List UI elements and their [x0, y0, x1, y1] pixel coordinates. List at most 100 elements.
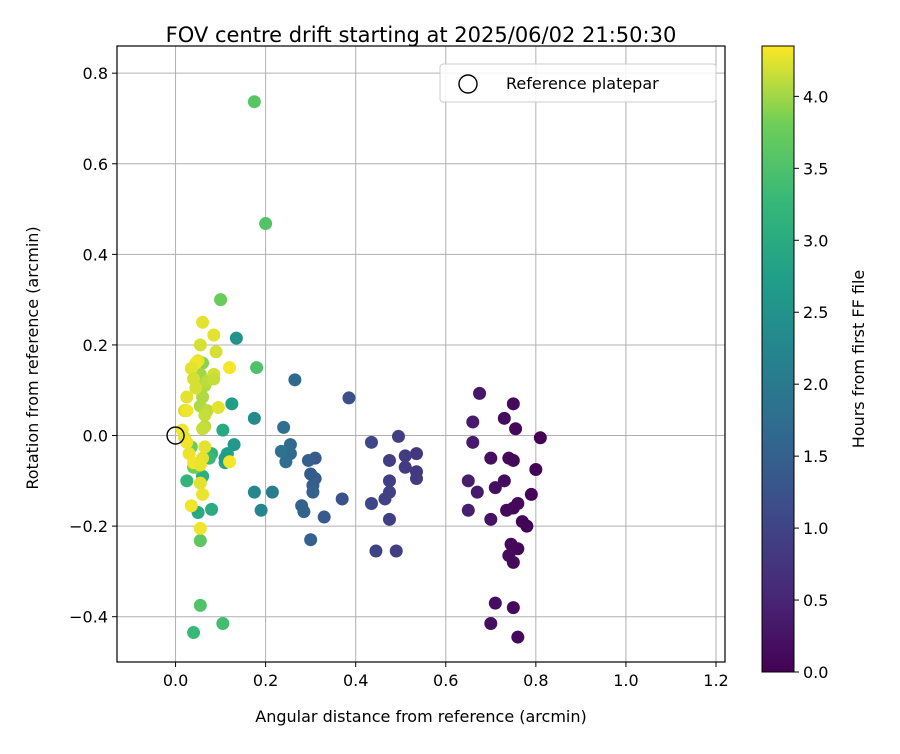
data-point: [274, 444, 288, 458]
x-tick-label: 0.6: [433, 671, 458, 690]
data-point: [461, 474, 475, 488]
data-point: [254, 503, 268, 517]
data-point: [247, 485, 261, 499]
legend-marker-icon: [458, 74, 478, 94]
data-point: [283, 438, 297, 452]
x-tick-label: 0.8: [523, 671, 548, 690]
colorbar: [761, 45, 795, 673]
data-point: [207, 372, 221, 386]
y-tick-label: 0.4: [83, 245, 108, 264]
y-tick-label: −0.4: [69, 608, 108, 627]
colorbar-tick-label: 1.5: [803, 447, 828, 466]
x-axis-label: Angular distance from reference (arcmin): [255, 707, 586, 726]
data-point: [193, 598, 207, 612]
data-point: [198, 408, 212, 422]
data-point: [506, 397, 520, 411]
data-point: [184, 361, 198, 375]
data-point: [223, 361, 237, 375]
data-point: [369, 544, 383, 558]
legend-box: [439, 63, 717, 103]
data-point: [180, 474, 194, 488]
colorbar-tick-label: 2.5: [803, 303, 828, 322]
data-point: [304, 533, 318, 547]
colorbar-tick-label: 4.0: [803, 87, 828, 106]
data-point: [488, 481, 502, 495]
data-point: [484, 451, 498, 465]
data-point: [391, 429, 405, 443]
y-tick-label: 0.0: [83, 427, 108, 446]
data-point: [214, 293, 228, 307]
data-point: [364, 496, 378, 510]
data-point: [398, 449, 412, 463]
legend: Reference platepar: [439, 63, 717, 103]
data-point: [184, 499, 198, 513]
data-point: [533, 431, 547, 445]
data-point: [198, 440, 212, 454]
y-tick-label: 0.8: [83, 64, 108, 83]
data-point: [398, 460, 412, 474]
data-point: [211, 400, 225, 414]
data-point: [227, 438, 241, 452]
data-point: [196, 422, 210, 436]
data-point: [506, 601, 520, 615]
data-point: [216, 617, 230, 630]
data-point: [180, 404, 194, 418]
y-tick-label: 0.2: [83, 336, 108, 355]
data-point: [297, 505, 311, 519]
data-point: [511, 630, 525, 644]
data-points: [175, 95, 547, 644]
data-point: [484, 512, 498, 526]
data-point: [216, 423, 230, 437]
data-point: [364, 435, 378, 449]
data-point: [497, 411, 511, 425]
data-point: [277, 420, 291, 434]
y-tick-label: 0.6: [83, 155, 108, 174]
data-point: [389, 544, 403, 558]
data-point: [193, 338, 207, 352]
x-tick-label: 0.2: [253, 671, 278, 690]
y-axis-ticks: −0.4 −0.2 0.0 0.2 0.4 0.6 0.8: [69, 64, 117, 627]
data-point: [193, 534, 207, 548]
y-tick-label: −0.2: [69, 517, 108, 536]
data-point: [506, 453, 520, 467]
colorbar-tick-label: 1.0: [803, 519, 828, 538]
data-point: [382, 512, 396, 526]
x-tick-label: 0.0: [163, 671, 188, 690]
data-point: [470, 485, 484, 499]
data-point: [342, 391, 356, 405]
data-point: [497, 474, 511, 488]
data-point: [500, 503, 514, 517]
data-point: [207, 328, 221, 342]
reference-platepar-marker: [166, 426, 185, 445]
data-point: [504, 537, 518, 551]
data-point: [461, 503, 475, 517]
data-point: [225, 397, 239, 411]
data-point: [529, 463, 543, 476]
data-point: [193, 476, 207, 490]
data-point: [409, 472, 423, 486]
data-point: [250, 361, 264, 375]
data-point: [196, 315, 210, 329]
data-point: [205, 502, 219, 516]
data-point: [180, 435, 194, 449]
x-tick-label: 0.4: [343, 671, 368, 690]
colorbar-tick-label: 3.5: [803, 159, 828, 178]
colorbar-tick-label: 0.0: [803, 663, 828, 682]
data-point: [265, 485, 279, 499]
data-point: [473, 386, 487, 400]
data-point: [189, 381, 203, 395]
data-point: [288, 373, 302, 387]
data-point: [304, 467, 318, 481]
data-point: [180, 390, 194, 404]
data-point: [247, 95, 261, 109]
x-axis-ticks: 0.0 0.2 0.4 0.6 0.8 1.0 1.2: [163, 662, 729, 690]
x-tick-label: 1.0: [613, 671, 638, 690]
data-point: [259, 217, 273, 231]
data-point: [279, 455, 293, 469]
colorbar-label: Hours from first FF file: [849, 270, 868, 449]
data-point: [187, 626, 201, 640]
data-point: [335, 492, 349, 506]
colorbar-ticks: 0.0 0.5 1.0 1.5 2.0 2.5 3.0 3.5 4.0: [794, 87, 828, 682]
colorbar-tick-label: 3.0: [803, 231, 828, 250]
